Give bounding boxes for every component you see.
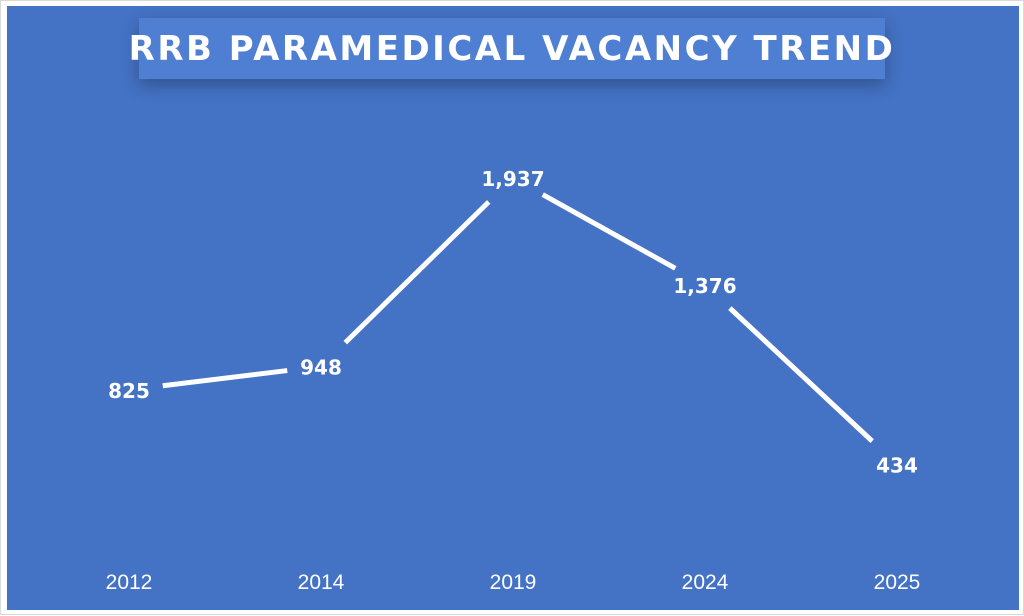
series-line-segment — [728, 306, 874, 443]
series-line-segment — [541, 192, 677, 271]
series-line-segment — [343, 200, 491, 345]
x-tick-label: 2012 — [106, 571, 153, 594]
chart-title-box: RRB PARAMEDICAL VACANCY TREND — [129, 18, 893, 79]
x-tick-label: 2019 — [490, 571, 537, 594]
series-line-segment — [162, 368, 288, 389]
data-label: 1,376 — [673, 274, 736, 298]
data-label: 825 — [108, 379, 150, 403]
data-label: 1,937 — [481, 167, 544, 191]
chart-title: RRB PARAMEDICAL VACANCY TREND — [128, 28, 896, 69]
x-tick-label: 2025 — [874, 571, 921, 594]
data-label: 948 — [300, 355, 342, 379]
data-label: 434 — [876, 453, 918, 477]
x-tick-label: 2014 — [298, 571, 345, 594]
x-tick-label: 2024 — [682, 571, 729, 594]
